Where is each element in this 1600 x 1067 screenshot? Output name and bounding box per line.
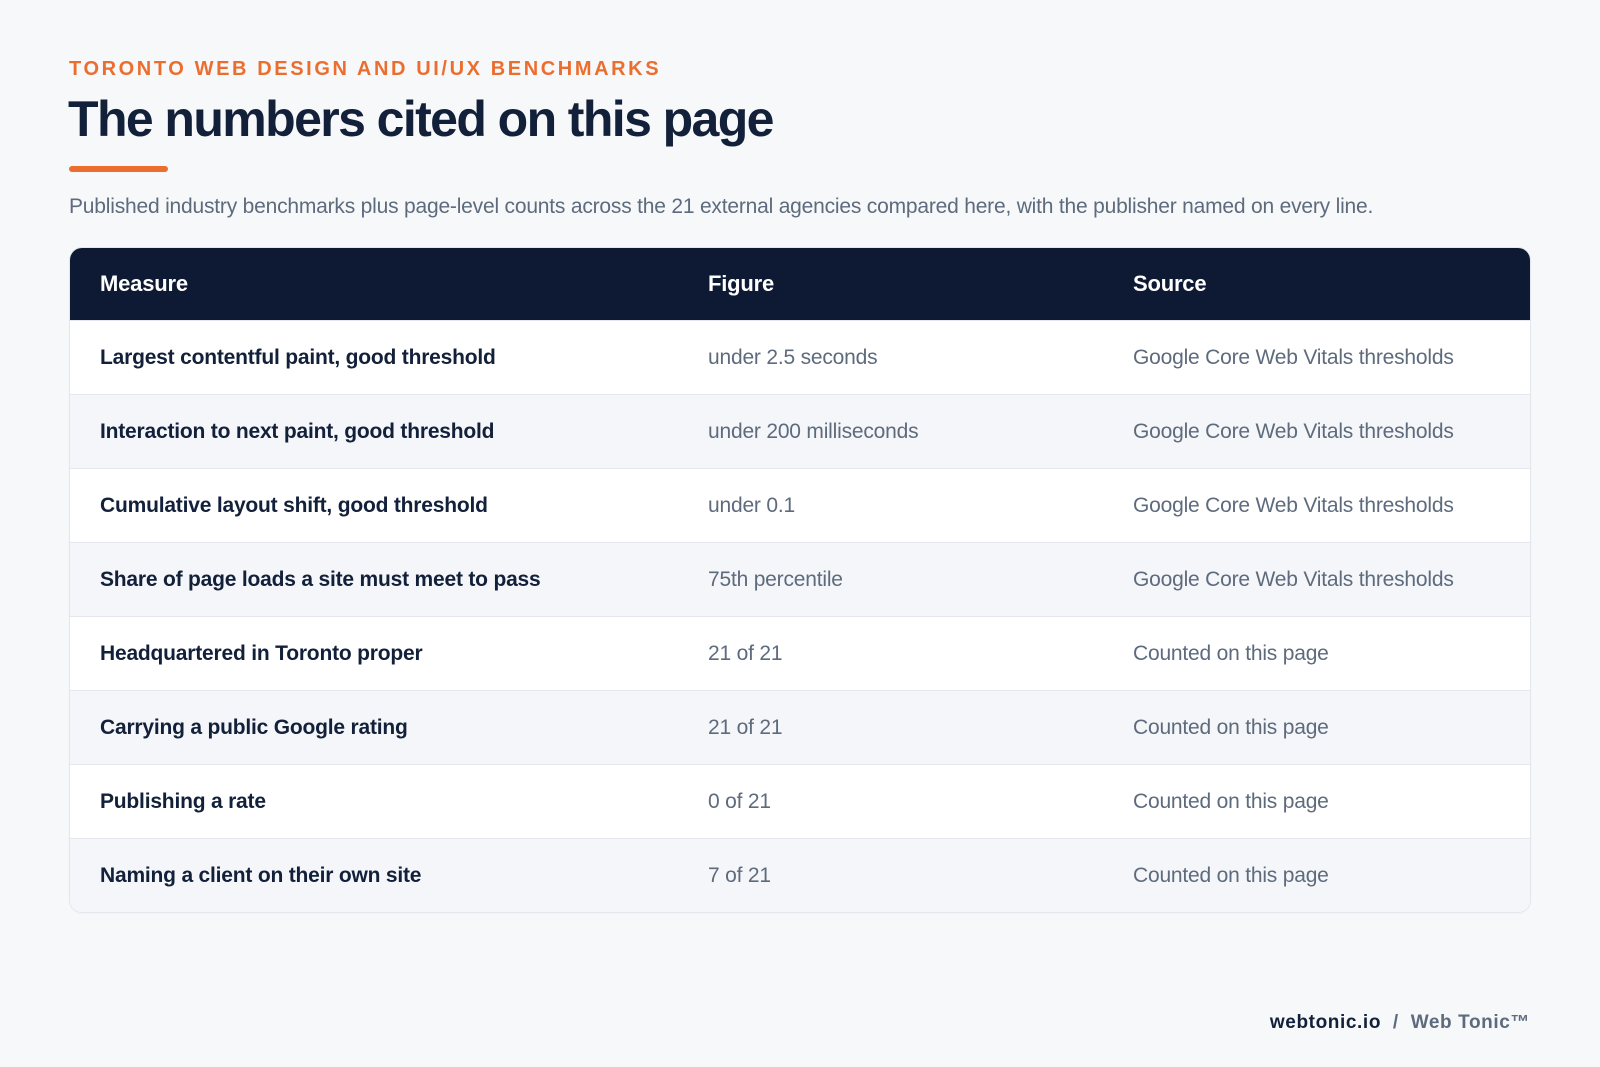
measure-cell: Largest contentful paint, good threshold <box>100 345 496 369</box>
table-header-row: Measure Figure Source <box>70 248 1530 320</box>
table-row: Naming a client on their own site 7 of 2… <box>70 838 1530 912</box>
footer-domain: webtonic.io <box>1269 1012 1382 1033</box>
table-row: Headquartered in Toronto proper 21 of 21… <box>70 616 1530 690</box>
eyebrow-label: TORONTO WEB DESIGN AND UI/UX BENCHMARKS <box>69 58 662 80</box>
table-row: Largest contentful paint, good threshold… <box>70 320 1530 394</box>
table-row: Carrying a public Google rating 21 of 21… <box>70 690 1530 764</box>
table-row: Publishing a rate 0 of 21 Counted on thi… <box>70 764 1530 838</box>
footer-credit: webtonic.io / Web Tonic™ <box>1270 1012 1530 1034</box>
measure-cell: Interaction to next paint, good threshol… <box>100 419 495 443</box>
source-cell: Counted on this page <box>1133 863 1329 887</box>
page-subtitle: Published industry benchmarks plus page-… <box>69 195 1374 218</box>
table-row: Cumulative layout shift, good threshold … <box>70 468 1530 542</box>
figure-cell: 7 of 21 <box>708 863 771 887</box>
benchmarks-table: Measure Figure Source Largest contentful… <box>70 248 1530 912</box>
table-row: Interaction to next paint, good threshol… <box>70 394 1530 468</box>
table-row: Share of page loads a site must meet to … <box>70 542 1530 616</box>
column-header-source: Source <box>1133 271 1207 296</box>
footer-brand: Web Tonic™ <box>1410 1012 1530 1033</box>
source-cell: Google Core Web Vitals thresholds <box>1133 419 1454 443</box>
measure-cell: Headquartered in Toronto proper <box>100 641 423 665</box>
figure-cell: under 2.5 seconds <box>708 345 878 369</box>
figure-cell: 21 of 21 <box>708 641 783 665</box>
figure-cell: under 200 milliseconds <box>708 419 919 443</box>
footer-separator: / <box>1392 1012 1399 1033</box>
source-cell: Counted on this page <box>1133 789 1329 813</box>
measure-cell: Publishing a rate <box>100 789 266 813</box>
figure-cell: under 0.1 <box>708 493 795 517</box>
figure-cell: 0 of 21 <box>708 789 771 813</box>
figure-cell: 21 of 21 <box>708 715 783 739</box>
measure-cell: Share of page loads a site must meet to … <box>100 567 541 591</box>
measure-cell: Carrying a public Google rating <box>100 715 408 739</box>
source-cell: Google Core Web Vitals thresholds <box>1133 345 1454 369</box>
column-header-figure: Figure <box>708 271 775 296</box>
source-cell: Google Core Web Vitals thresholds <box>1133 567 1454 591</box>
source-cell: Counted on this page <box>1133 641 1329 665</box>
column-header-measure: Measure <box>100 271 188 296</box>
source-cell: Counted on this page <box>1133 715 1329 739</box>
title-underline <box>69 166 168 172</box>
measure-cell: Naming a client on their own site <box>100 863 422 887</box>
page-title: The numbers cited on this page <box>68 91 774 147</box>
measure-cell: Cumulative layout shift, good threshold <box>100 493 488 517</box>
figure-cell: 75th percentile <box>708 567 843 591</box>
source-cell: Google Core Web Vitals thresholds <box>1133 493 1454 517</box>
